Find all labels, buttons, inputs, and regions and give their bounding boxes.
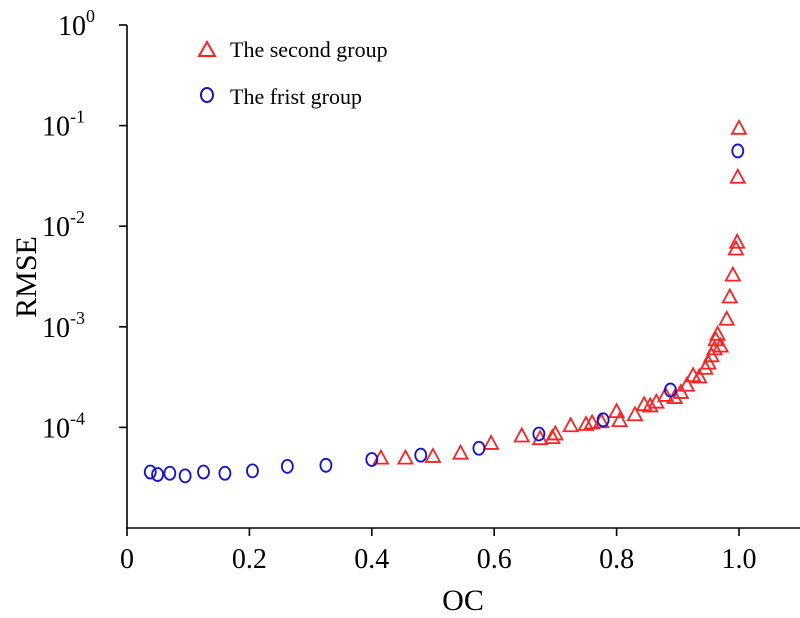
triangle-point bbox=[730, 118, 748, 135]
y-tick-label: 10-3 bbox=[42, 308, 85, 344]
triangle-point bbox=[718, 309, 736, 326]
legend-label-second-group: The second group bbox=[230, 37, 388, 62]
series-first-group bbox=[143, 143, 745, 484]
legend: The second group The frist group bbox=[197, 37, 388, 109]
x-tick-label: 1.0 bbox=[722, 544, 757, 575]
triangle-point bbox=[678, 375, 696, 392]
y-tick-label-exponent: -4 bbox=[70, 408, 85, 428]
x-axis-ticks: 0 0.2 0.4 0.6 0.8 1.0 bbox=[120, 528, 757, 575]
triangle-point bbox=[641, 396, 659, 413]
circle-point bbox=[280, 458, 294, 474]
circle-point bbox=[163, 465, 177, 481]
y-tick-label-base: 10 bbox=[58, 11, 86, 42]
circle-point bbox=[319, 457, 333, 473]
x-tick-label: 0.2 bbox=[232, 544, 267, 575]
circle-point bbox=[197, 464, 210, 480]
x-tick-label: 0.8 bbox=[599, 544, 634, 575]
x-tick-label: 0.4 bbox=[354, 544, 389, 575]
y-tick-label-base: 10 bbox=[42, 112, 70, 143]
y-tick-label-exponent: 0 bbox=[86, 6, 95, 26]
legend-label-first-group: The frist group bbox=[230, 84, 362, 109]
circle-point bbox=[414, 447, 428, 463]
circle-point bbox=[664, 382, 677, 398]
triangle-point bbox=[513, 426, 531, 443]
y-tick-label-exponent: -3 bbox=[70, 308, 85, 328]
y-tick-label: 100 bbox=[58, 6, 95, 42]
x-tick-label: 0.6 bbox=[477, 544, 512, 575]
circle-point bbox=[365, 452, 379, 467]
triangle-point bbox=[729, 167, 747, 184]
triangle-point bbox=[546, 424, 564, 441]
circle-point bbox=[472, 440, 486, 456]
circle-point bbox=[143, 464, 157, 480]
triangle-point bbox=[396, 448, 414, 465]
triangle-point bbox=[482, 434, 500, 450]
y-tick-label-base: 10 bbox=[42, 413, 70, 444]
triangle-point bbox=[706, 339, 724, 356]
triangle-point bbox=[721, 287, 739, 304]
series-second-group bbox=[372, 118, 748, 465]
circle-point bbox=[178, 468, 192, 484]
triangle-point bbox=[611, 411, 629, 428]
legend-circle-marker bbox=[200, 87, 214, 103]
triangle-point bbox=[577, 415, 595, 431]
y-tick-label-exponent: -2 bbox=[70, 207, 85, 227]
y-tick-label: 10-2 bbox=[42, 207, 85, 243]
triangle-point bbox=[424, 447, 442, 463]
y-tick-label: 10-4 bbox=[42, 408, 85, 444]
circle-point bbox=[246, 463, 259, 479]
circle-point bbox=[532, 426, 546, 442]
triangle-point bbox=[690, 367, 708, 384]
triangle-point bbox=[583, 413, 601, 430]
x-tick-label: 0 bbox=[120, 544, 134, 575]
circle-point bbox=[151, 467, 165, 482]
circle-point bbox=[218, 465, 232, 481]
triangle-point bbox=[707, 330, 725, 347]
data-points bbox=[143, 118, 748, 484]
y-tick-label-base: 10 bbox=[42, 313, 70, 344]
axes bbox=[126, 25, 800, 529]
legend-triangle-marker bbox=[197, 39, 217, 57]
triangle-point bbox=[626, 405, 644, 422]
y-tick-label-base: 10 bbox=[42, 212, 70, 243]
y-axis-title: RMSE bbox=[10, 236, 43, 318]
y-tick-label: 10-1 bbox=[42, 107, 85, 143]
triangle-point bbox=[543, 428, 561, 444]
triangle-point bbox=[657, 386, 675, 402]
triangle-point bbox=[562, 416, 580, 433]
triangle-point bbox=[712, 336, 730, 353]
circle-point bbox=[731, 143, 745, 159]
triangle-point bbox=[709, 325, 727, 341]
triangle-point bbox=[728, 232, 746, 249]
triangle-point bbox=[452, 443, 470, 460]
circle-point bbox=[596, 412, 610, 428]
x-axis-title: OC bbox=[442, 584, 484, 617]
triangle-point bbox=[724, 265, 742, 282]
y-tick-label-exponent: -1 bbox=[70, 107, 85, 127]
